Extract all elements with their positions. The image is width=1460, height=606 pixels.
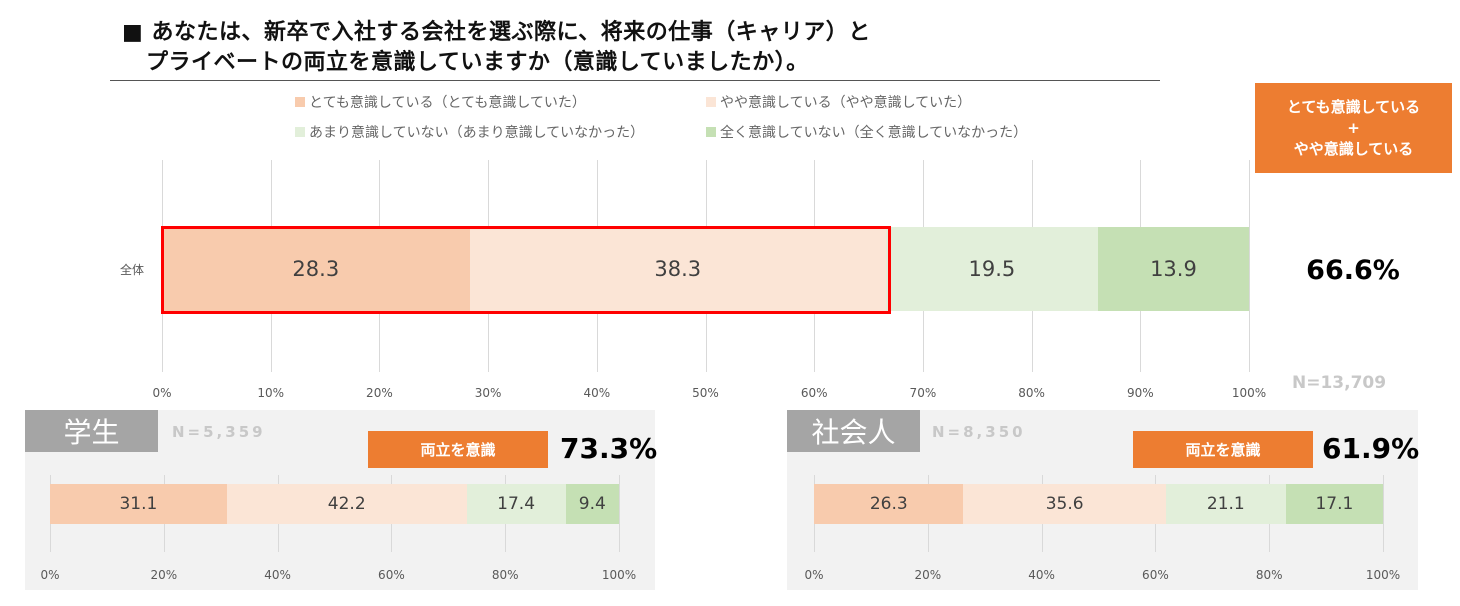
summary-line2: + [1347, 118, 1360, 137]
chart-title-line1: ■ あなたは、新卒で入社する会社を選ぶ際に、将来の仕事（キャリア）と [122, 20, 871, 45]
legend-item-somewhat: やや意識している（やや意識していた） [706, 92, 971, 112]
legend-swatch [295, 97, 305, 107]
student-gridline [619, 475, 620, 552]
student-tick-label: 20% [150, 568, 178, 582]
overall-tick-label: 80% [1018, 386, 1045, 400]
overall-tick-label: 50% [692, 386, 719, 400]
overall-tick-label: 30% [474, 386, 502, 400]
worker-bar-very-aware: 26.3 [814, 484, 964, 524]
student-tick-label: 100% [601, 568, 637, 582]
legend-label: とても意識している（とても意識していた） [309, 95, 586, 111]
summary-line3: やや意識している [1293, 139, 1414, 158]
worker-badge: 両立を意識 [1133, 431, 1313, 468]
worker-tick-label: 100% [1365, 568, 1401, 582]
legend-swatch [295, 127, 305, 137]
overall-bar-not-at-all-aware: 13.9 [1097, 227, 1249, 311]
overall-tick-label: 20% [366, 386, 393, 400]
worker-tick-label: 40% [1028, 568, 1055, 582]
worker-total-aware: 61.9% [1322, 432, 1420, 465]
overall-tick-label: 100% [1231, 386, 1267, 400]
sample-size: N=13,709 [1292, 373, 1387, 393]
legend-swatch [706, 127, 716, 137]
worker-tick-label: 20% [914, 568, 942, 582]
student-tick-label: 60% [378, 568, 405, 582]
total-aware-value: 66.6% [1306, 255, 1400, 286]
worker-bar-not-at-all-aware: 17.1 [1285, 484, 1383, 524]
overall-highlight-box [161, 226, 891, 314]
legend-label: あまり意識していない（あまり意識していなかった） [309, 125, 645, 141]
summary-box: とても意識している + やや意識している [1255, 83, 1452, 173]
overall-tick-label: 0% [152, 386, 172, 400]
student-bar-very-aware: 31.1 [50, 484, 227, 524]
student-tick-label: 40% [264, 568, 291, 582]
legend-item-notmuch: あまり意識していない（あまり意識していなかった） [295, 122, 644, 142]
overall-bar-very-aware: 28.3 [162, 227, 470, 311]
category-label: 全体 [120, 263, 145, 277]
title-divider [110, 80, 1160, 81]
student-bar-not-at-all-aware: 9.4 [565, 484, 619, 524]
overall-bar-not-much-aware: 19.5 [885, 227, 1098, 311]
overall-tick-label: 60% [800, 386, 828, 400]
student-tick-label: 0% [40, 568, 60, 582]
student-badge: 両立を意識 [368, 431, 548, 468]
student-bar-not-much-aware: 17.4 [466, 484, 566, 524]
overall-gridline [1249, 160, 1250, 372]
overall-tick-label: 70% [909, 386, 937, 400]
worker-tick-label: 80% [1255, 568, 1283, 582]
overall-tick-label: 10% [257, 386, 285, 400]
legend-item-notatall: 全く意識していない（全く意識していなかった） [706, 122, 1027, 142]
worker-bar-somewhat-aware: 35.6 [963, 484, 1166, 524]
legend-swatch [706, 97, 716, 107]
worker-tick-label: 60% [1142, 568, 1169, 582]
student-tick-label: 80% [491, 568, 519, 582]
student-sample-size: N=5,359 [172, 423, 266, 441]
worker-label: 社会人 [787, 410, 920, 452]
overall-bar-somewhat-aware: 38.3 [469, 227, 886, 311]
worker-bar-not-much-aware: 21.1 [1165, 484, 1286, 524]
chart-title-line2: プライベートの両立を意識していますか（意識していましたか）。 [146, 50, 809, 75]
overall-tick-label: 40% [583, 386, 611, 400]
summary-line1: とても意識している [1286, 97, 1421, 116]
worker-gridline [1383, 475, 1384, 552]
legend-label: やや意識している（やや意識していた） [720, 95, 972, 111]
legend-item-very: とても意識している（とても意識していた） [295, 92, 586, 112]
student-label: 学生 [25, 410, 158, 452]
worker-tick-label: 0% [804, 568, 824, 582]
student-total-aware: 73.3% [560, 432, 658, 465]
student-bar-somewhat-aware: 42.2 [226, 484, 467, 524]
overall-tick-label: 90% [1126, 386, 1154, 400]
worker-sample-size: N=8,350 [932, 423, 1026, 441]
legend-label: 全く意識していない（全く意識していなかった） [720, 125, 1028, 141]
